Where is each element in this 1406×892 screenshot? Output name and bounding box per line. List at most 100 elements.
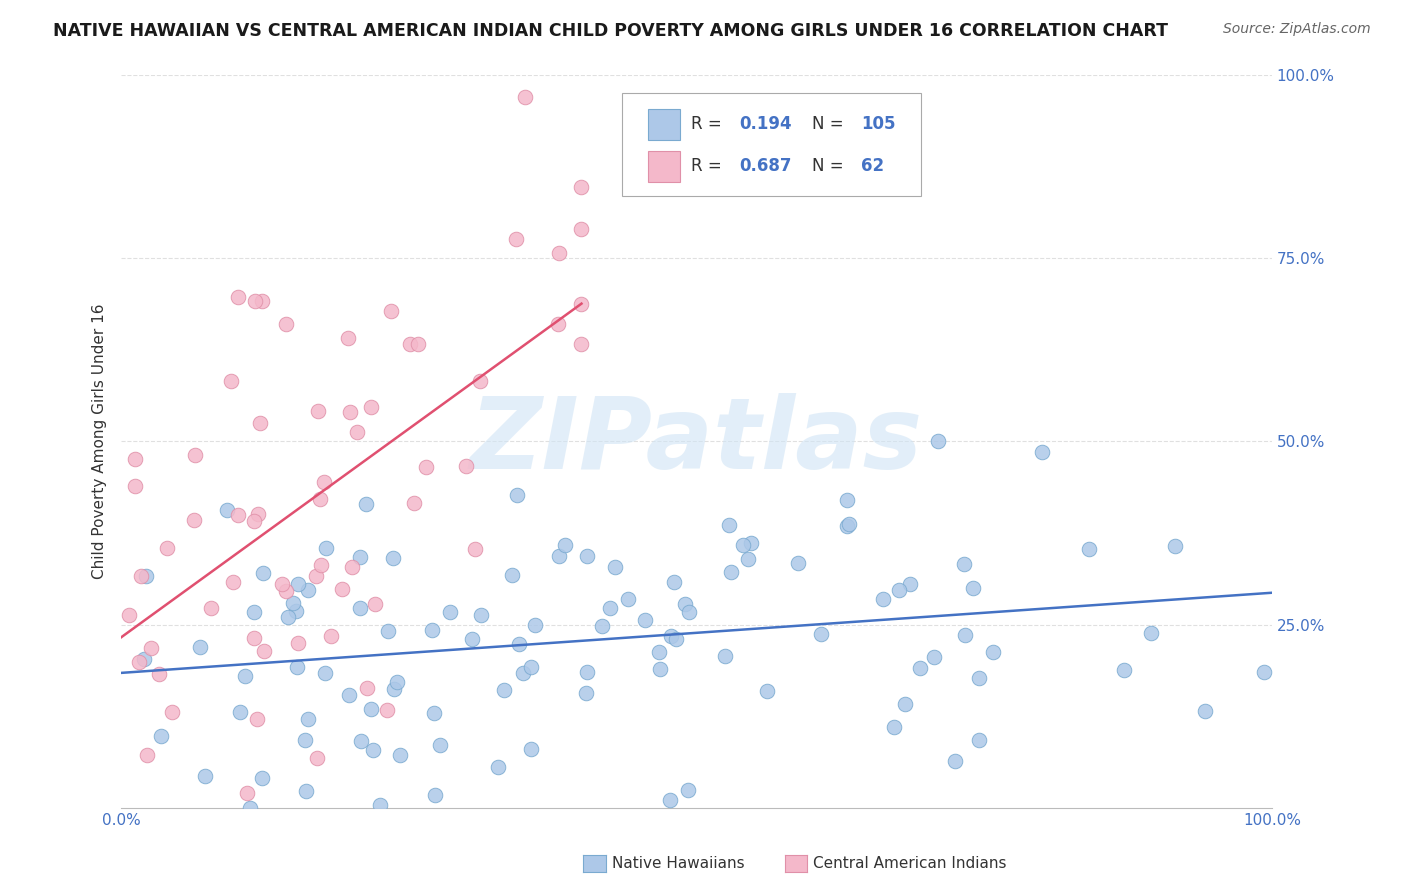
Point [188,640,211,655]
Point [1077,541,1099,556]
Point [361,743,384,757]
Point [554,538,576,552]
Point [194,769,217,783]
Point [276,318,298,332]
Point [422,623,444,637]
Point [740,535,762,549]
Point [242,606,264,620]
Point [408,336,430,351]
Point [616,592,638,607]
Point [124,451,146,466]
Point [837,518,859,533]
Point [305,751,328,765]
Point [277,610,299,624]
Point [571,337,593,351]
Point [339,405,361,419]
Point [1031,445,1053,459]
Point [733,538,755,552]
Point [898,576,921,591]
Point [714,648,737,663]
Point [285,603,308,617]
Point [634,613,657,627]
Point [118,608,141,623]
Point [368,798,391,813]
Point [349,600,371,615]
Point [981,645,1004,659]
Point [591,618,613,632]
Point [575,686,598,700]
Text: Native Hawaiians: Native Hawaiians [612,856,744,871]
Point [308,492,330,507]
Point [519,660,541,674]
Point [330,582,353,596]
Point [314,666,336,681]
Text: Source: ZipAtlas.com: Source: ZipAtlas.com [1223,22,1371,37]
Point [346,425,368,439]
Point [571,297,593,311]
Point [1140,625,1163,640]
Point [887,583,910,598]
Text: Central American Indians: Central American Indians [813,856,1007,871]
Point [720,566,742,580]
Text: R =: R = [690,157,727,175]
Point [519,742,541,756]
Point [461,632,484,646]
Point [835,492,858,507]
Point [945,754,967,768]
Text: NATIVE HAWAIIAN VS CENTRAL AMERICAN INDIAN CHILD POVERTY AMONG GIRLS UNDER 16 CO: NATIVE HAWAIIAN VS CENTRAL AMERICAN INDI… [53,22,1168,40]
Point [242,632,264,646]
Point [294,733,316,747]
Point [229,706,252,720]
Point [221,374,243,388]
Point [402,495,425,509]
Point [360,400,382,414]
Point [575,665,598,679]
Point [236,786,259,800]
Point [486,760,509,774]
Point [354,497,377,511]
Point [276,584,298,599]
Point [350,733,373,747]
Text: ZIPatlas: ZIPatlas [470,392,924,490]
Point [281,596,304,610]
Point [786,557,808,571]
Point [160,705,183,719]
Point [423,789,446,803]
Point [389,748,412,763]
Point [307,404,329,418]
Point [129,569,152,583]
Point [927,434,949,449]
Point [872,591,894,606]
Point [243,514,266,528]
Point [523,617,546,632]
Point [659,629,682,643]
Point [665,632,688,647]
Point [838,516,860,531]
Point [382,681,405,696]
Point [1112,663,1135,677]
Point [184,448,207,462]
Point [385,675,408,690]
Point [337,689,360,703]
Point [135,568,157,582]
FancyBboxPatch shape [621,93,921,195]
Point [226,508,249,523]
Point [603,560,626,574]
Point [810,627,832,641]
Point [454,458,477,473]
Point [571,180,593,194]
Point [648,662,671,676]
Point [962,581,984,595]
Point [439,605,461,619]
Point [1164,539,1187,553]
Point [342,559,364,574]
Point [128,655,150,669]
Text: 0.687: 0.687 [740,157,792,175]
Point [136,748,159,763]
Point [967,732,990,747]
Point [676,783,699,797]
Text: 105: 105 [860,115,896,134]
Point [253,643,276,657]
Point [233,669,256,683]
Point [1194,704,1216,718]
